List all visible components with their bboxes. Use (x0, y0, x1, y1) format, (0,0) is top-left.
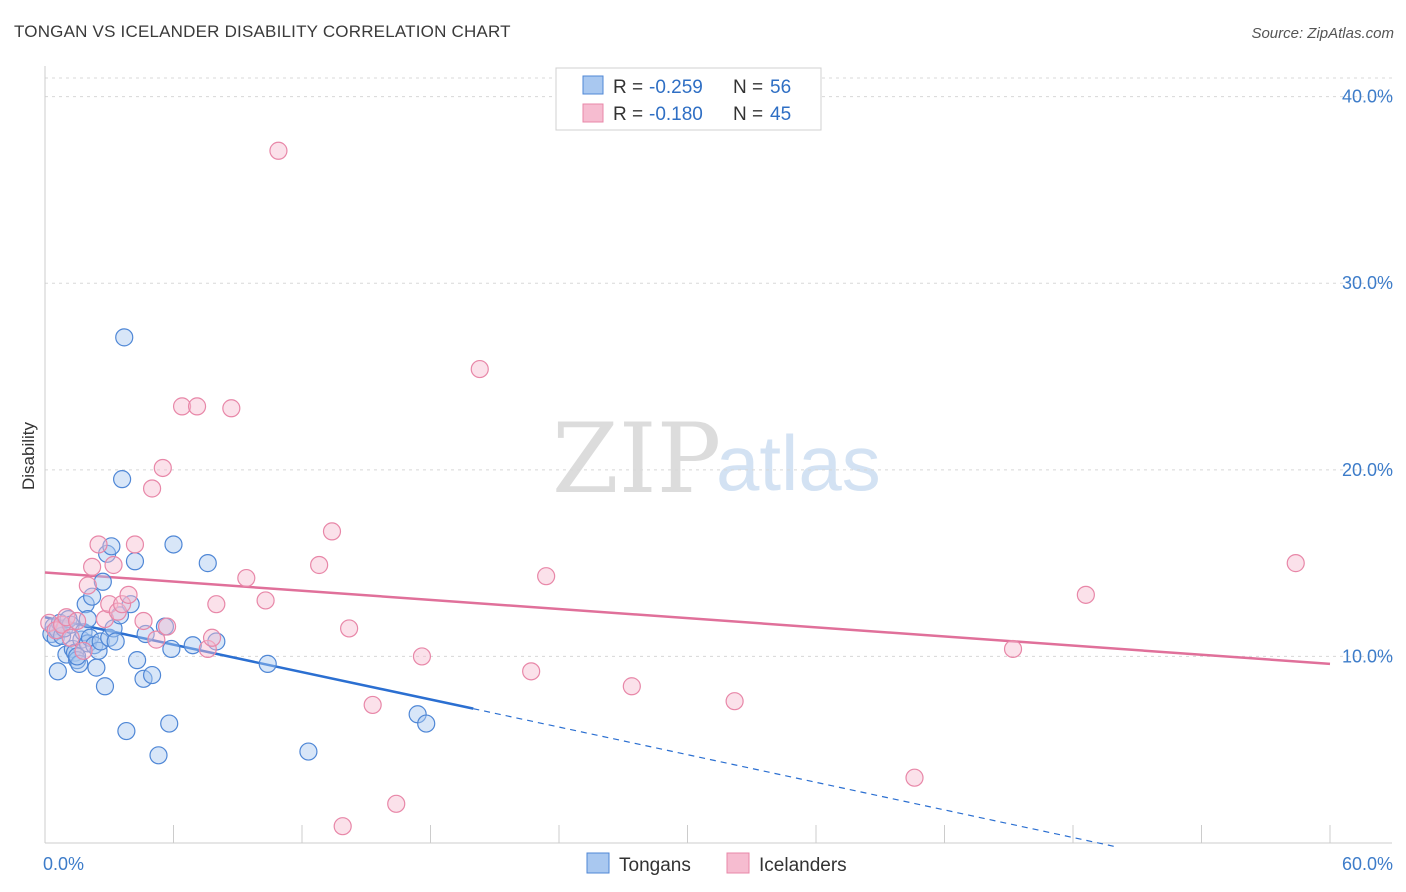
bottom-legend-icelanders: Icelanders (759, 855, 847, 876)
icelanders-point (905, 768, 924, 787)
bottom-legend: Tongans Icelanders (586, 852, 847, 876)
legend-n-value: 56 (770, 77, 791, 98)
legend-r-value: -0.259 (649, 77, 703, 98)
legend: R = -0.259 N = 56 R = -0.180 N = 45 (555, 67, 822, 131)
watermark: ZIP atlas (552, 403, 881, 515)
icelanders-point (412, 647, 432, 666)
y-tick-label: 40.0% (1342, 87, 1393, 107)
icelanders-point (237, 568, 256, 588)
legend-n-label: N = (733, 77, 763, 98)
y-tick-label: 30.0% (1342, 273, 1393, 293)
bottom-legend-swatch-icelanders (726, 852, 750, 874)
legend-r-label: R = (613, 104, 643, 125)
y-tick-label: 20.0% (1342, 460, 1393, 480)
icelanders-point (269, 141, 288, 160)
tongans-point (160, 714, 179, 733)
icelanders-point (363, 695, 382, 715)
y-tick-label: 10.0% (1342, 646, 1393, 666)
legend-swatch-icelanders (582, 103, 604, 123)
icelanders-point (537, 567, 556, 586)
tongans-point (76, 595, 95, 614)
tongans-point (183, 636, 202, 655)
watermark-zip: ZIP (552, 403, 721, 515)
icelanders-point (310, 555, 329, 575)
tongans-point (83, 587, 102, 606)
tongans-point (106, 632, 125, 651)
icelanders-point (333, 817, 352, 836)
tongans-point (112, 470, 132, 489)
gridlines: 10.0% 20.0% 30.0% 40.0% (45, 77, 1393, 666)
legend-r-label: R = (613, 77, 643, 98)
tongans-trend-extension (473, 708, 1116, 848)
icelanders-point (322, 522, 342, 541)
source-label: Source: ZipAtlas.com (1251, 25, 1394, 42)
icelanders-point (125, 535, 145, 554)
tongans-point (142, 665, 162, 685)
tongans-point (149, 746, 168, 765)
icelanders-point (725, 692, 744, 711)
icelanders-point (134, 611, 153, 631)
icelanders-point (202, 628, 222, 647)
tongans-point (115, 328, 134, 347)
icelanders-points (40, 141, 1305, 836)
tongans-points (42, 328, 436, 765)
icelanders-point (207, 595, 226, 614)
icelanders-point (68, 611, 87, 631)
icelanders-point (142, 479, 162, 498)
icelanders-trend-line (44, 571, 1331, 666)
icelanders-point (340, 619, 359, 638)
chart-title: TONGAN VS ICELANDER DISABILITY CORRELATI… (14, 22, 511, 41)
icelanders-point (57, 608, 76, 627)
icelanders-point (172, 397, 192, 416)
legend-n-label: N = (733, 104, 763, 125)
icelanders-point (1286, 554, 1305, 573)
icelanders-point (61, 628, 80, 647)
icelanders-point (187, 397, 207, 416)
tongans-point (164, 535, 183, 554)
x-tick-label: 0.0% (43, 854, 84, 874)
icelanders-point (256, 591, 275, 610)
icelanders-point (222, 399, 241, 418)
watermark-atlas: atlas (716, 419, 881, 507)
legend-swatch-tongans (582, 75, 604, 95)
icelanders-point (89, 535, 108, 554)
icelanders-point (198, 639, 217, 659)
bottom-legend-swatch-tongans (586, 852, 610, 874)
tongans-point (125, 552, 145, 571)
tongans-point (417, 714, 436, 733)
tongans-point (117, 721, 136, 741)
tongans-point (258, 654, 277, 673)
icelanders-point (78, 576, 97, 595)
icelanders-point (622, 677, 641, 696)
icelanders-point (112, 595, 132, 614)
icelanders-point (387, 794, 406, 813)
icelanders-point (153, 458, 172, 478)
trend-lines (44, 571, 1331, 848)
icelanders-point (470, 359, 489, 379)
tongans-point (127, 651, 147, 670)
tongans-point (48, 662, 67, 681)
icelanders-point (157, 617, 177, 636)
tongans-point (198, 554, 217, 573)
legend-r-value: -0.180 (649, 104, 703, 125)
icelanders-point (119, 585, 138, 604)
icelanders-point (104, 555, 123, 575)
tongans-point (87, 658, 106, 677)
tongans-point (162, 639, 181, 659)
x-tick-label: 60.0% (1342, 854, 1393, 874)
icelanders-point (522, 662, 541, 681)
icelanders-point (74, 641, 93, 660)
axes: 0.0% 60.0% (43, 66, 1393, 874)
icelanders-point (147, 630, 166, 649)
bottom-legend-tongans: Tongans (619, 855, 691, 876)
icelanders-point (1076, 585, 1095, 604)
y-axis-title: Disability (19, 421, 38, 490)
tongans-point (299, 742, 318, 761)
tongans-point (93, 572, 112, 591)
icelanders-point (83, 557, 102, 576)
icelanders-point (1003, 639, 1023, 659)
legend-n-value: 45 (770, 104, 791, 125)
tongans-point (95, 677, 115, 696)
